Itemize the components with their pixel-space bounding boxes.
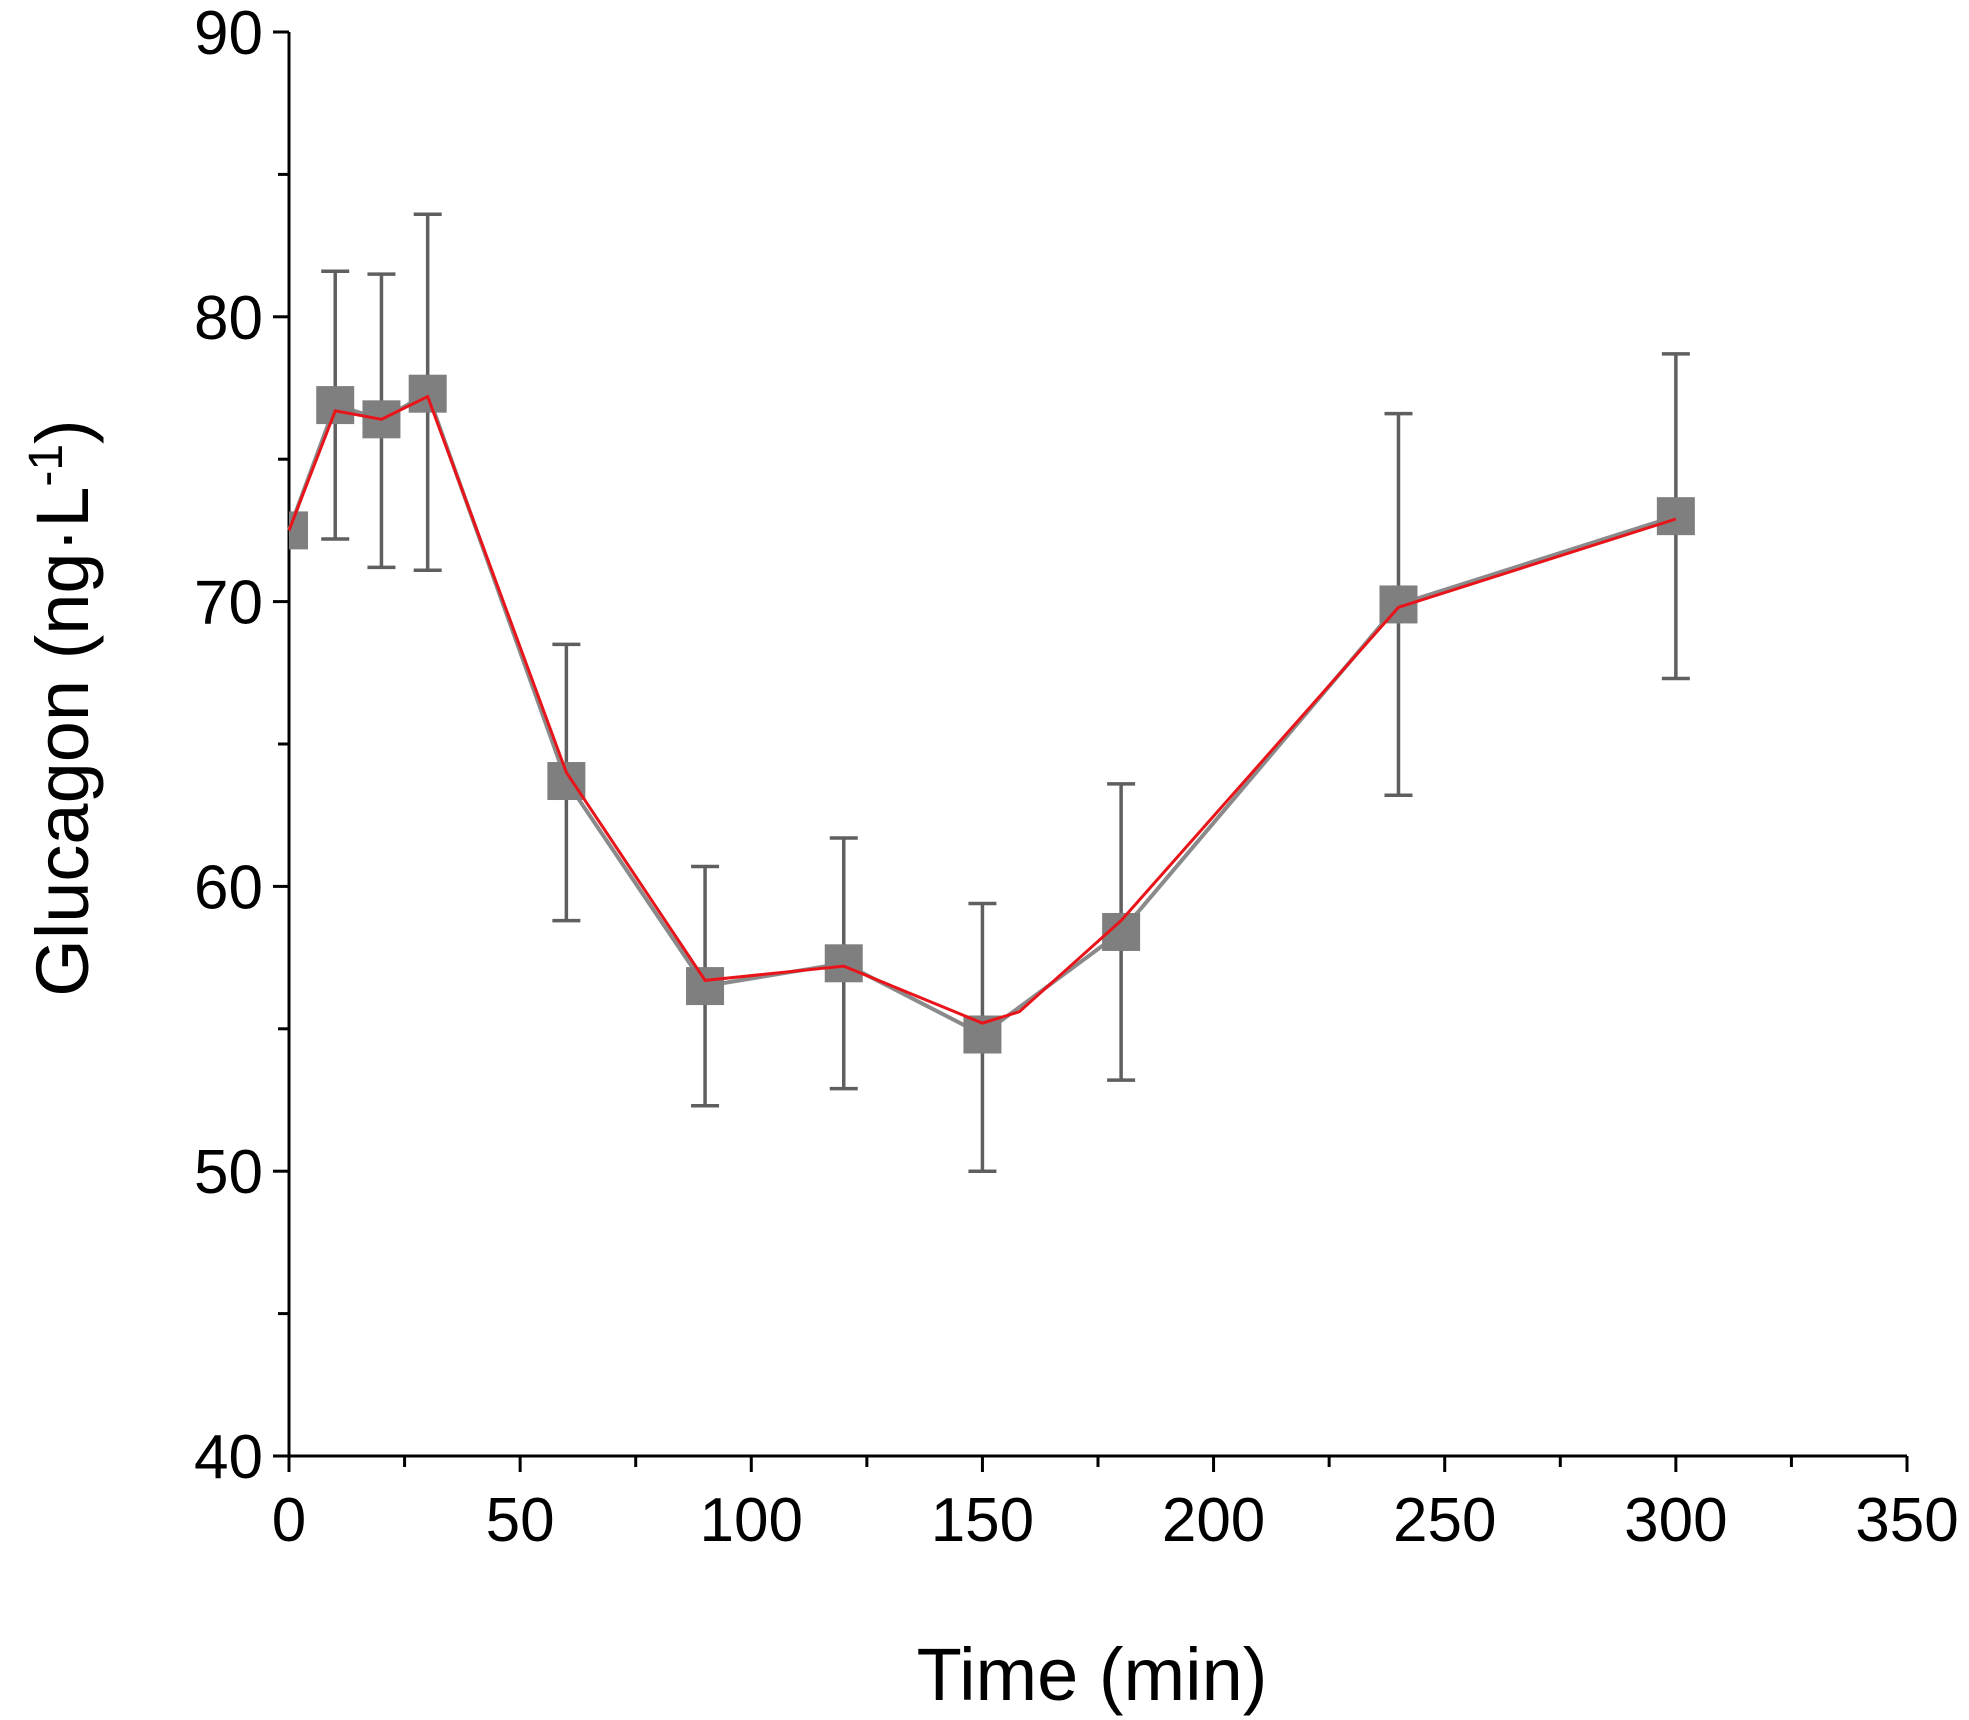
- x-tick-label: 100: [700, 1486, 803, 1555]
- tick-labels: 0 50 100 150 200 250 300 350 40 50 60 70 80 90: [194, 0, 1959, 1555]
- y-axis-label-close: ): [21, 419, 104, 444]
- data-marker: [1656, 497, 1695, 536]
- data-marker: [408, 374, 447, 413]
- x-tick-label: 350: [1855, 1486, 1958, 1555]
- y-tick-label: 60: [194, 853, 263, 922]
- fit-lines: [287, 394, 1677, 1025]
- x-tick-label: 250: [1393, 1486, 1496, 1555]
- x-tick-label: 200: [1162, 1486, 1265, 1555]
- y-tick-label: 70: [194, 569, 263, 638]
- axes: [287, 32, 1907, 1458]
- data-marker: [316, 386, 355, 425]
- x-axis-label: Time (min): [917, 1633, 1268, 1716]
- data-marker: [963, 1015, 1002, 1054]
- y-tick-label: 80: [194, 284, 263, 353]
- data-marker: [289, 511, 308, 550]
- y-axis-label-main: Glucagon (ng·L: [21, 487, 104, 997]
- y-axis-label-sup: -1: [20, 444, 73, 487]
- y-tick-label: 50: [194, 1138, 263, 1207]
- data-marker: [686, 967, 725, 1006]
- x-tick-label: 0: [272, 1486, 306, 1555]
- error-bars: [321, 212, 1690, 1173]
- y-tick-label: 90: [194, 0, 263, 68]
- ticks: [273, 30, 1909, 1472]
- x-tick-label: 300: [1624, 1486, 1727, 1555]
- y-tick-label: 40: [194, 1423, 263, 1492]
- fit-line: [287, 394, 1677, 1025]
- data-marker: [824, 944, 863, 983]
- x-tick-label: 150: [931, 1486, 1034, 1555]
- x-tick-label: 50: [486, 1486, 555, 1555]
- data-markers: [289, 374, 1695, 1054]
- y-axis-label: Glucagon (ng·L-1): [20, 419, 104, 996]
